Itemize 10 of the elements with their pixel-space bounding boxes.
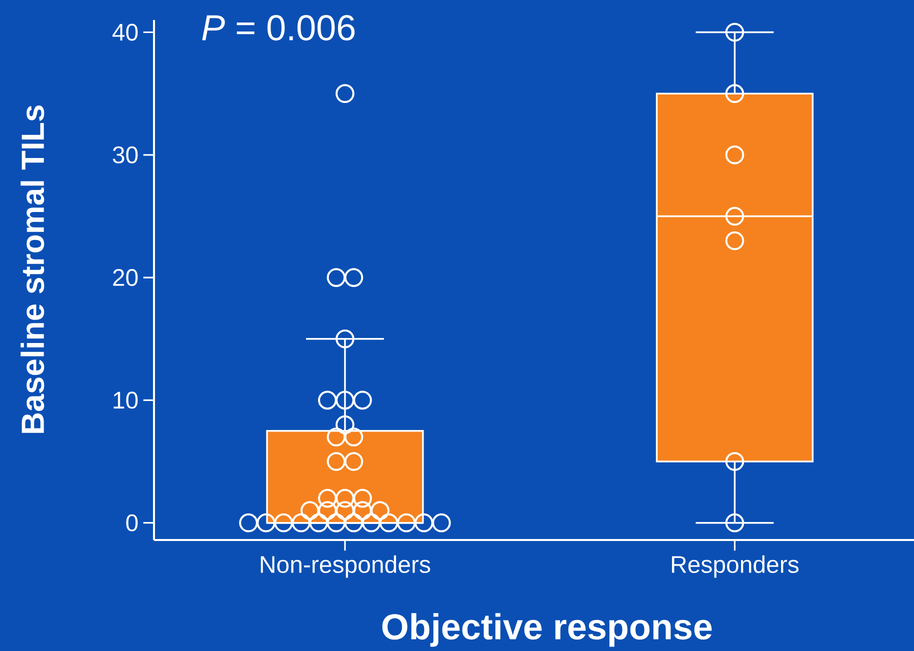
annotation: P = 0.006	[202, 15, 355, 41]
x-tick-label: Non-responders	[260, 555, 430, 578]
y-tick-label: 40	[112, 24, 138, 41]
y-tick-label: 20	[113, 269, 138, 286]
x-tick-label: Responders	[672, 555, 799, 578]
y-tick-label: 30	[112, 146, 138, 164]
y-tick-label: 0	[126, 514, 138, 532]
x-axis-title: Objective response	[382, 613, 712, 647]
y-tick-label: 10	[114, 392, 138, 409]
y-axis-title: Baseline stromal TILs	[20, 106, 44, 433]
